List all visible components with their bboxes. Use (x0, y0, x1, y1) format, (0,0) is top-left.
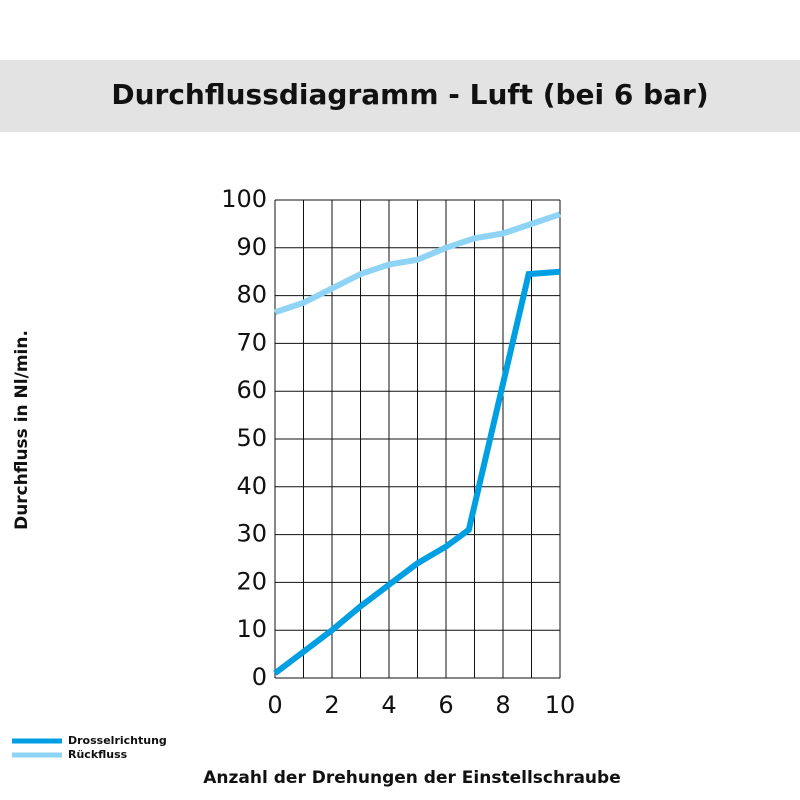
x-tick-label: 2 (324, 691, 339, 719)
y-tick-label: 40 (236, 472, 267, 500)
legend-label: Drosselrichtung (68, 734, 167, 747)
y-tick-label: 20 (236, 567, 267, 595)
y-tick-label: 50 (236, 424, 267, 452)
x-tick-label: 4 (381, 691, 396, 719)
title-band (0, 60, 800, 132)
x-tick-label: 0 (267, 691, 282, 719)
y-tick-label: 60 (236, 376, 267, 404)
y-tick-label: 100 (221, 185, 267, 213)
y-tick-label: 80 (236, 281, 267, 309)
x-tick-label: 8 (495, 691, 510, 719)
x-axis-label: Anzahl der Drehungen der Einstellschraub… (203, 768, 620, 788)
y-tick-label: 90 (236, 233, 267, 261)
x-tick-label: 6 (438, 691, 453, 719)
x-tick-label: 10 (545, 691, 576, 719)
y-tick-label: 70 (236, 328, 267, 356)
y-tick-label: 0 (252, 663, 267, 691)
y-tick-label: 30 (236, 520, 267, 548)
y-tick-label: 10 (236, 615, 267, 643)
chart-title: Durchflussdiagramm - Luft (bei 6 bar) (111, 78, 708, 111)
series-line (274, 211, 561, 316)
y-axis-label: Durchfluss in Nl/min. (12, 330, 32, 530)
series-line (273, 268, 561, 676)
legend-label: Rückfluss (68, 748, 128, 761)
